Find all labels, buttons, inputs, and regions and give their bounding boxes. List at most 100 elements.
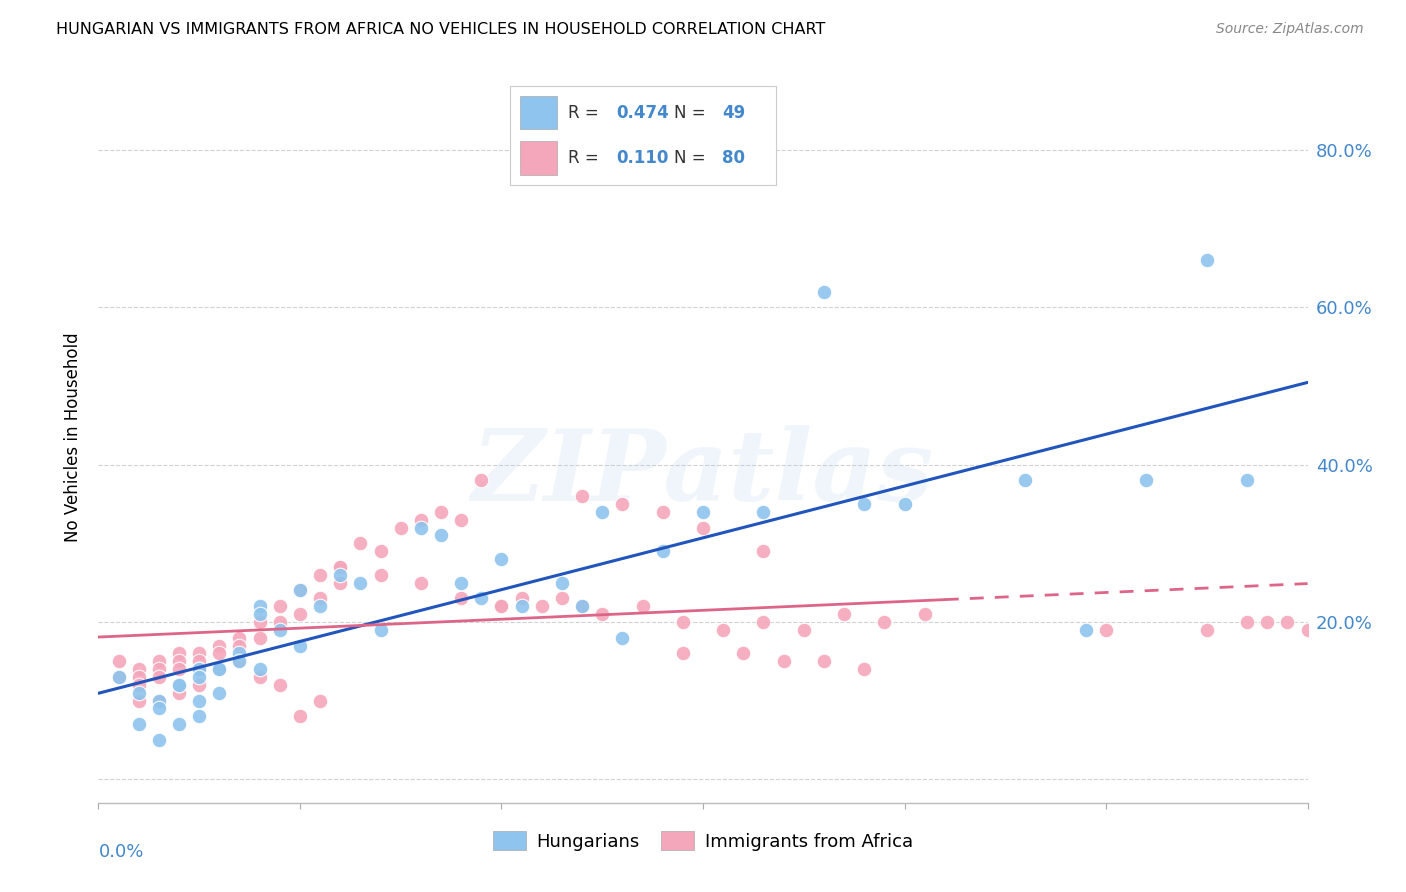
Point bbox=[107, 654, 129, 668]
Point bbox=[188, 678, 211, 692]
Point bbox=[188, 662, 211, 676]
Text: HUNGARIAN VS IMMIGRANTS FROM AFRICA NO VEHICLES IN HOUSEHOLD CORRELATION CHART: HUNGARIAN VS IMMIGRANTS FROM AFRICA NO V… bbox=[56, 22, 825, 37]
Point bbox=[148, 654, 170, 668]
Point bbox=[107, 670, 129, 684]
Point bbox=[1074, 623, 1097, 637]
Point bbox=[893, 497, 915, 511]
Point bbox=[167, 678, 190, 692]
Point bbox=[208, 639, 231, 653]
Point bbox=[1256, 615, 1278, 629]
Point bbox=[1195, 253, 1218, 268]
Point bbox=[813, 654, 835, 668]
Point bbox=[269, 623, 291, 637]
Point bbox=[370, 544, 392, 558]
Point bbox=[228, 631, 250, 645]
Point bbox=[329, 575, 352, 590]
Point bbox=[409, 513, 432, 527]
Point bbox=[370, 567, 392, 582]
Point bbox=[349, 536, 371, 550]
Point bbox=[772, 654, 794, 668]
Point bbox=[148, 701, 170, 715]
Point bbox=[329, 567, 352, 582]
Point bbox=[450, 591, 472, 606]
Point bbox=[309, 693, 332, 707]
Point bbox=[288, 583, 311, 598]
Point bbox=[148, 693, 170, 707]
Point bbox=[409, 520, 432, 534]
Point bbox=[249, 607, 271, 621]
Point bbox=[249, 670, 271, 684]
Legend: Hungarians, Immigrants from Africa: Hungarians, Immigrants from Africa bbox=[484, 822, 922, 860]
Point bbox=[832, 607, 855, 621]
Point bbox=[551, 591, 574, 606]
Point bbox=[288, 583, 311, 598]
Point bbox=[733, 646, 755, 660]
Point bbox=[571, 599, 593, 614]
Point bbox=[1095, 623, 1118, 637]
Point bbox=[128, 670, 150, 684]
Point bbox=[1236, 615, 1258, 629]
Point bbox=[651, 505, 673, 519]
Point bbox=[188, 693, 211, 707]
Point bbox=[288, 709, 311, 723]
Point bbox=[167, 646, 190, 660]
Point bbox=[470, 591, 492, 606]
Point bbox=[1236, 473, 1258, 487]
Point bbox=[167, 717, 190, 731]
Point bbox=[309, 591, 332, 606]
Point bbox=[188, 670, 211, 684]
Point bbox=[148, 693, 170, 707]
Point bbox=[591, 505, 613, 519]
Point bbox=[228, 654, 250, 668]
Point bbox=[128, 717, 150, 731]
Point bbox=[288, 639, 311, 653]
Point bbox=[914, 607, 936, 621]
Point bbox=[188, 709, 211, 723]
Point bbox=[309, 599, 332, 614]
Point bbox=[269, 599, 291, 614]
Point bbox=[571, 489, 593, 503]
Point bbox=[208, 662, 231, 676]
Point bbox=[329, 559, 352, 574]
Text: 0.0%: 0.0% bbox=[98, 843, 143, 861]
Point bbox=[128, 662, 150, 676]
Point bbox=[269, 615, 291, 629]
Point bbox=[208, 662, 231, 676]
Text: Source: ZipAtlas.com: Source: ZipAtlas.com bbox=[1216, 22, 1364, 37]
Point bbox=[1195, 623, 1218, 637]
Point bbox=[692, 505, 714, 519]
Point bbox=[128, 686, 150, 700]
Point bbox=[491, 552, 513, 566]
Point bbox=[167, 662, 190, 676]
Point bbox=[208, 646, 231, 660]
Point bbox=[148, 662, 170, 676]
Point bbox=[853, 497, 876, 511]
Point bbox=[1296, 623, 1319, 637]
Point bbox=[167, 678, 190, 692]
Point bbox=[470, 473, 492, 487]
Point bbox=[148, 670, 170, 684]
Point bbox=[128, 693, 150, 707]
Point bbox=[288, 607, 311, 621]
Point bbox=[329, 559, 352, 574]
Point bbox=[510, 599, 533, 614]
Point bbox=[349, 575, 371, 590]
Point bbox=[793, 623, 815, 637]
Point bbox=[1135, 473, 1157, 487]
Point bbox=[491, 599, 513, 614]
Point bbox=[853, 662, 876, 676]
Point bbox=[530, 599, 553, 614]
Text: ZIPatlas: ZIPatlas bbox=[472, 425, 934, 522]
Point bbox=[249, 599, 271, 614]
Point bbox=[450, 513, 472, 527]
Point bbox=[672, 615, 695, 629]
Point bbox=[148, 732, 170, 747]
Point bbox=[167, 654, 190, 668]
Point bbox=[591, 607, 613, 621]
Point bbox=[228, 639, 250, 653]
Point bbox=[510, 591, 533, 606]
Point bbox=[813, 285, 835, 299]
Point bbox=[873, 615, 896, 629]
Point bbox=[430, 528, 453, 542]
Point bbox=[1014, 473, 1036, 487]
